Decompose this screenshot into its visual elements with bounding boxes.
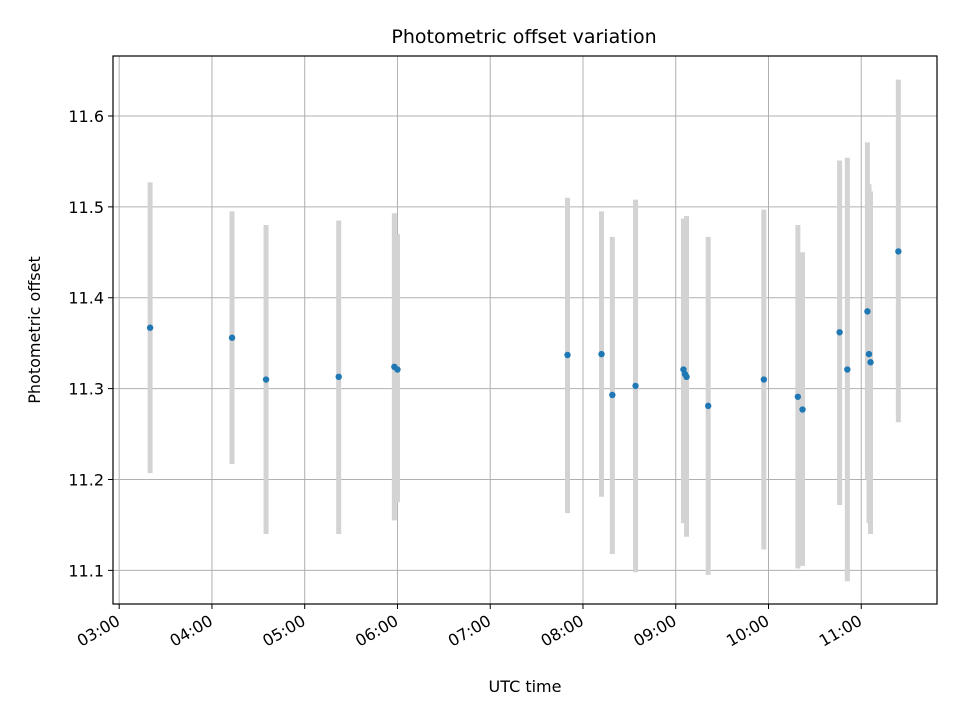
data-point — [799, 406, 806, 413]
data-point — [598, 350, 605, 358]
y-tick-label: 11.2 — [68, 470, 104, 489]
data-point — [704, 402, 712, 410]
x-axis-label: UTC time — [489, 677, 562, 696]
y-tick-label: 11.4 — [68, 289, 104, 308]
y-tick-label: 11.5 — [68, 198, 104, 217]
data-point — [794, 393, 802, 400]
x-tick-label: 10:00 — [723, 611, 772, 651]
data-point — [609, 391, 616, 399]
data-point — [335, 373, 342, 381]
y-tick-label: 11.1 — [68, 561, 104, 580]
data-point — [760, 376, 768, 383]
data-point — [864, 308, 871, 315]
x-tick-label: 07:00 — [445, 611, 494, 651]
y-tick-label: 11.3 — [68, 380, 104, 399]
data-point — [836, 329, 843, 336]
y-tick-label: 11.6 — [68, 107, 104, 126]
data-point — [228, 334, 236, 341]
x-tick-label: 11:00 — [816, 611, 865, 651]
plot-area-frame — [112, 55, 938, 605]
data-point — [867, 359, 874, 366]
data-point — [262, 376, 270, 383]
x-tick-label: 09:00 — [630, 611, 679, 651]
data-point — [844, 366, 851, 373]
data-point — [683, 373, 690, 381]
data-point — [865, 350, 873, 358]
data-points — [146, 248, 902, 413]
x-axis-ticks: 03:00 04:00 05:00 06:00 07:00 08:00 09:00 10:00… — [74, 604, 865, 651]
y-axis-ticks: 11.1 11.2 11.3 11.4 11.5 11.6 — [68, 107, 113, 580]
x-tick-label: 03:00 — [74, 611, 123, 651]
chart-title: Photometric offset variation — [391, 26, 656, 48]
grid-lines — [113, 56, 937, 604]
data-point — [632, 382, 639, 390]
x-tick-label: 04:00 — [167, 611, 216, 651]
y-axis-label: Photometric offset — [25, 256, 44, 404]
x-tick-label: 06:00 — [352, 611, 401, 651]
error-bars — [147, 79, 901, 582]
data-point — [146, 324, 154, 331]
data-point — [895, 248, 902, 255]
x-tick-label: 05:00 — [259, 611, 308, 651]
data-point — [564, 351, 571, 359]
x-tick-label: 08:00 — [538, 611, 587, 651]
data-point — [394, 366, 401, 373]
